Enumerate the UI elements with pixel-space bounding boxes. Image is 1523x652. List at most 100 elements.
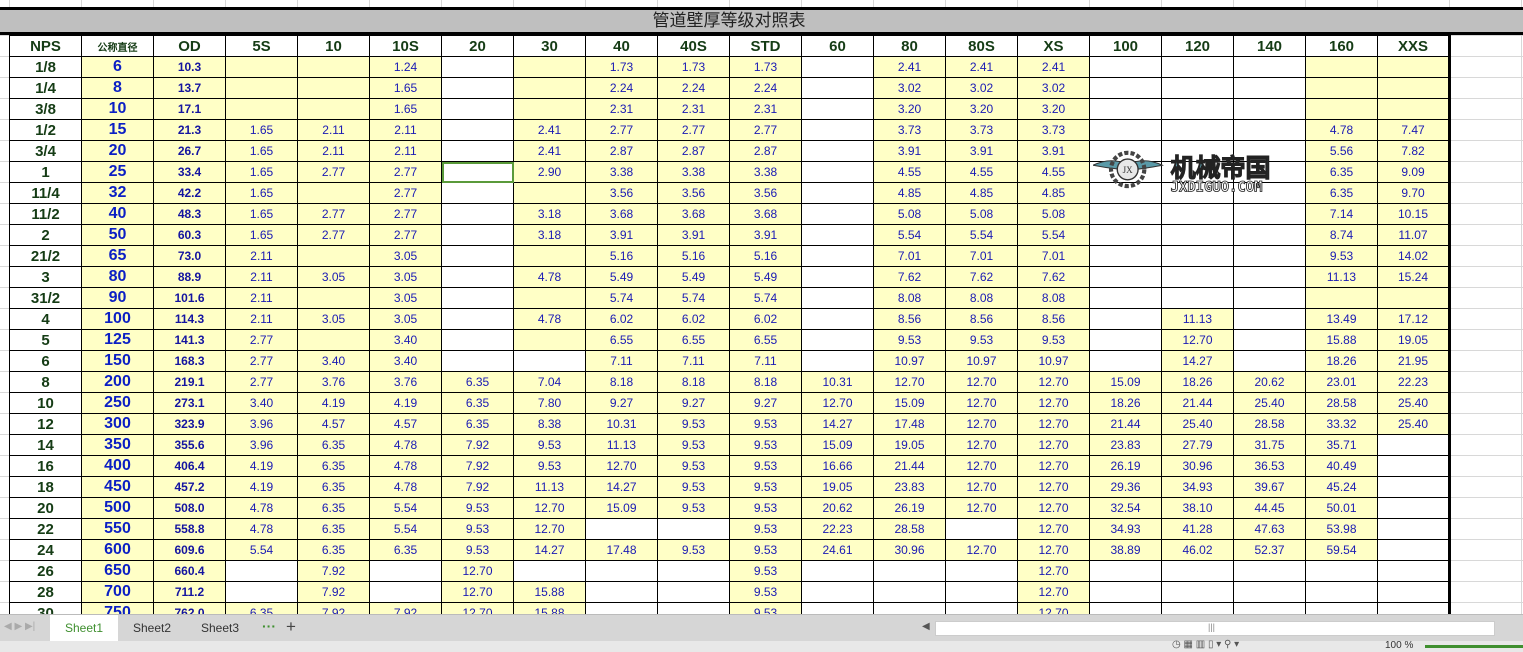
thickness-cell[interactable]: 21.44 xyxy=(873,455,946,477)
thickness-cell[interactable]: 7.11 xyxy=(585,350,658,372)
thickness-cell[interactable]: 7.14 xyxy=(1305,203,1378,225)
thickness-cell[interactable] xyxy=(1089,77,1162,99)
thickness-cell[interactable]: 8.08 xyxy=(873,287,946,309)
thickness-cell[interactable]: 46.02 xyxy=(1161,539,1234,561)
thickness-cell[interactable]: 3.20 xyxy=(873,98,946,120)
thickness-cell[interactable] xyxy=(1305,56,1378,78)
thickness-cell[interactable] xyxy=(801,77,874,99)
thickness-cell[interactable]: 4.78 xyxy=(369,434,442,456)
thickness-cell[interactable]: 59.54 xyxy=(1305,539,1378,561)
thickness-cell[interactable]: 9.53 xyxy=(729,539,802,561)
od-cell[interactable]: 141.3 xyxy=(153,329,226,351)
thickness-cell[interactable]: 8.18 xyxy=(729,371,802,393)
thickness-cell[interactable]: 3.02 xyxy=(945,77,1018,99)
thickness-cell[interactable]: 4.57 xyxy=(369,413,442,435)
thickness-cell[interactable] xyxy=(801,266,874,288)
thickness-cell[interactable]: 8.56 xyxy=(1017,308,1090,330)
thickness-cell[interactable]: 2.77 xyxy=(297,224,370,246)
thickness-cell[interactable]: 9.53 xyxy=(657,413,730,435)
nps-cell[interactable]: 18 xyxy=(9,476,82,498)
od-cell[interactable]: 13.7 xyxy=(153,77,226,99)
thickness-cell[interactable] xyxy=(1377,518,1450,540)
nps-cell[interactable]: 3/8 xyxy=(9,98,82,120)
thickness-cell[interactable]: 12.70 xyxy=(1017,539,1090,561)
thickness-cell[interactable]: 33.32 xyxy=(1305,413,1378,435)
column-header[interactable]: 40S xyxy=(657,35,730,57)
thickness-cell[interactable]: 19.05 xyxy=(1377,329,1450,351)
thickness-cell[interactable] xyxy=(1089,287,1162,309)
thickness-cell[interactable]: 24.61 xyxy=(801,539,874,561)
thickness-cell[interactable]: 30.96 xyxy=(1161,455,1234,477)
thickness-cell[interactable] xyxy=(801,203,874,225)
thickness-cell[interactable]: 6.35 xyxy=(441,371,514,393)
thickness-cell[interactable]: 1.65 xyxy=(225,140,298,162)
thickness-cell[interactable]: 14.27 xyxy=(801,413,874,435)
thickness-cell[interactable]: 6.35 xyxy=(225,602,298,614)
nps-cell[interactable]: 28 xyxy=(9,581,82,603)
thickness-cell[interactable]: 2.77 xyxy=(225,350,298,372)
nps-cell[interactable]: 1/2 xyxy=(9,119,82,141)
thickness-cell[interactable] xyxy=(369,581,442,603)
thickness-cell[interactable]: 3.40 xyxy=(225,392,298,414)
thickness-cell[interactable]: 12.70 xyxy=(801,392,874,414)
thickness-cell[interactable] xyxy=(1089,266,1162,288)
thickness-cell[interactable]: 2.77 xyxy=(369,182,442,204)
thickness-cell[interactable]: 2.41 xyxy=(513,140,586,162)
thickness-cell[interactable] xyxy=(1089,602,1162,614)
thickness-cell[interactable] xyxy=(801,119,874,141)
nominal-diameter-cell[interactable]: 150 xyxy=(81,350,154,372)
thickness-cell[interactable] xyxy=(945,560,1018,582)
thickness-cell[interactable]: 6.55 xyxy=(585,329,658,351)
thickness-cell[interactable]: 39.67 xyxy=(1233,476,1306,498)
od-cell[interactable]: 323.9 xyxy=(153,413,226,435)
thickness-cell[interactable]: 12.70 xyxy=(1017,518,1090,540)
thickness-cell[interactable]: 15.88 xyxy=(1305,329,1378,351)
thickness-cell[interactable]: 2.77 xyxy=(369,161,442,183)
thickness-cell[interactable]: 2.77 xyxy=(297,161,370,183)
thickness-cell[interactable]: 2.11 xyxy=(297,119,370,141)
nominal-diameter-cell[interactable]: 20 xyxy=(81,140,154,162)
thickness-cell[interactable]: 3.76 xyxy=(297,371,370,393)
column-header[interactable]: 30 xyxy=(513,35,586,57)
nominal-diameter-cell[interactable]: 200 xyxy=(81,371,154,393)
thickness-cell[interactable]: 3.40 xyxy=(297,350,370,372)
thickness-cell[interactable] xyxy=(297,245,370,267)
thickness-cell[interactable] xyxy=(1233,119,1306,141)
thickness-cell[interactable]: 7.62 xyxy=(945,266,1018,288)
thickness-cell[interactable]: 10.97 xyxy=(873,350,946,372)
thickness-cell[interactable]: 11.13 xyxy=(513,476,586,498)
thickness-cell[interactable]: 5.74 xyxy=(729,287,802,309)
thickness-cell[interactable]: 6.35 xyxy=(297,434,370,456)
nominal-diameter-cell[interactable]: 15 xyxy=(81,119,154,141)
thickness-cell[interactable]: 4.85 xyxy=(945,182,1018,204)
thickness-cell[interactable]: 8.56 xyxy=(873,308,946,330)
thickness-cell[interactable] xyxy=(801,287,874,309)
thickness-cell[interactable] xyxy=(801,98,874,120)
thickness-cell[interactable] xyxy=(945,602,1018,614)
thickness-cell[interactable] xyxy=(873,560,946,582)
thickness-cell[interactable] xyxy=(1089,245,1162,267)
thickness-cell[interactable] xyxy=(1161,266,1234,288)
thickness-cell[interactable]: 10.97 xyxy=(1017,350,1090,372)
thickness-cell[interactable]: 4.19 xyxy=(369,392,442,414)
nominal-diameter-cell[interactable]: 125 xyxy=(81,329,154,351)
thickness-cell[interactable]: 41.28 xyxy=(1161,518,1234,540)
thickness-cell[interactable] xyxy=(657,581,730,603)
thickness-cell[interactable]: 12.70 xyxy=(945,455,1018,477)
nominal-diameter-cell[interactable]: 80 xyxy=(81,266,154,288)
thickness-cell[interactable]: 52.37 xyxy=(1233,539,1306,561)
nominal-diameter-cell[interactable]: 600 xyxy=(81,539,154,561)
thickness-cell[interactable] xyxy=(585,560,658,582)
thickness-cell[interactable] xyxy=(873,581,946,603)
thickness-cell[interactable]: 6.35 xyxy=(1305,182,1378,204)
nps-cell[interactable]: 1/8 xyxy=(9,56,82,78)
thickness-cell[interactable]: 12.70 xyxy=(945,392,1018,414)
od-cell[interactable]: 60.3 xyxy=(153,224,226,246)
thickness-cell[interactable] xyxy=(945,518,1018,540)
thickness-cell[interactable]: 3.05 xyxy=(369,287,442,309)
view-mode-icons[interactable]: ◷ ▦ ▥ ▯ ▾ ⚲ ▾ xyxy=(1172,639,1240,650)
thickness-cell[interactable]: 45.24 xyxy=(1305,476,1378,498)
thickness-cell[interactable]: 12.70 xyxy=(513,518,586,540)
od-cell[interactable]: 21.3 xyxy=(153,119,226,141)
thickness-cell[interactable] xyxy=(1161,581,1234,603)
